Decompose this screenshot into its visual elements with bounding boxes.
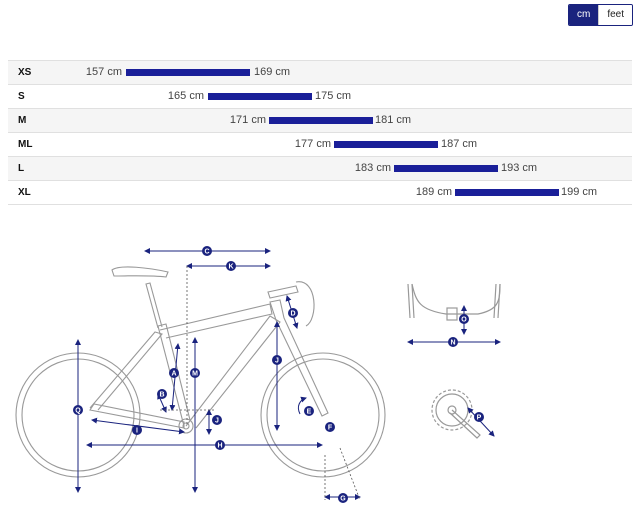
measurement-label-j: J	[212, 415, 222, 425]
rider-height-size-table: XS 157 cm 169 cm S 165 cm 175 cm M 171 c…	[8, 60, 632, 205]
svg-text:I: I	[136, 428, 138, 435]
measurement-label-k: J	[272, 355, 282, 365]
size-row-xl: XL 189 cm 199 cm	[8, 181, 632, 205]
size-max: 199 cm	[561, 186, 598, 198]
front-wheel-icon	[260, 352, 386, 478]
measurement-label-g: G	[338, 493, 348, 503]
measurement-label-c: C	[202, 246, 212, 256]
svg-text:J: J	[215, 418, 219, 425]
measurement-labels: C K D M A J B E Q J F I H G N O P	[73, 246, 484, 503]
size-min: 157 cm	[85, 66, 122, 78]
measurement-label-i: I	[132, 425, 142, 435]
size-range-bar	[334, 141, 438, 148]
measurement-label-n: N	[448, 337, 458, 347]
size-label: S	[18, 91, 25, 102]
size-max: 169 cm	[254, 66, 291, 78]
measurement-label-d: D	[288, 308, 298, 318]
size-range-bar	[208, 93, 312, 100]
size-min: 183 cm	[354, 162, 391, 174]
measurement-label-a: A	[169, 368, 179, 378]
size-row-s: S 165 cm 175 cm	[8, 85, 632, 109]
svg-text:D: D	[290, 311, 295, 318]
size-min: 165 cm	[167, 90, 204, 102]
svg-text:A: A	[171, 371, 176, 378]
svg-text:E: E	[307, 409, 312, 416]
unit-toggle: cm feet	[568, 4, 634, 26]
measurement-label-l: K	[226, 261, 236, 271]
svg-text:G: G	[340, 496, 346, 503]
measurement-label-q: Q	[73, 405, 83, 415]
size-label: M	[18, 115, 27, 126]
measurement-label-p: P	[474, 412, 484, 422]
size-label: L	[18, 163, 25, 174]
size-max: 181 cm	[375, 114, 412, 126]
svg-text:Q: Q	[75, 408, 81, 415]
measurement-label-f: F	[325, 422, 335, 432]
svg-text:M: M	[192, 371, 198, 378]
size-min: 171 cm	[229, 114, 266, 126]
unit-cm-button[interactable]: cm	[569, 5, 599, 25]
svg-text:N: N	[450, 340, 455, 347]
size-row-xs: XS 157 cm 169 cm	[8, 61, 632, 85]
size-range-bar	[126, 69, 250, 76]
chainring-icon	[431, 389, 481, 439]
svg-text:P: P	[477, 415, 482, 422]
size-label: XL	[18, 187, 31, 198]
size-min: 177 cm	[294, 138, 331, 150]
size-max: 187 cm	[441, 138, 478, 150]
measurement-label-b: B	[157, 389, 167, 399]
unit-feet-button[interactable]: feet	[598, 5, 633, 25]
measurement-label-o: O	[459, 314, 469, 324]
size-row-m: M 171 cm 181 cm	[8, 109, 632, 133]
svg-text:F: F	[328, 425, 333, 432]
dim-line-p	[467, 407, 495, 437]
size-label: ML	[18, 139, 33, 150]
size-max: 175 cm	[315, 90, 352, 102]
size-range-bar	[455, 189, 559, 196]
measurement-label-e: E	[304, 406, 314, 416]
dim-arc-e	[297, 396, 307, 415]
size-range-bar	[269, 117, 373, 124]
size-label: XS	[18, 67, 32, 78]
size-max: 193 cm	[501, 162, 538, 174]
svg-text:O: O	[461, 317, 467, 324]
measurement-label-h: H	[215, 440, 225, 450]
svg-text:C: C	[204, 249, 209, 256]
size-row-ml: ML 177 cm 187 cm	[8, 133, 632, 157]
size-row-l: L 183 cm 193 cm	[8, 157, 632, 181]
svg-text:K: K	[228, 264, 233, 271]
bike-geometry-diagram: C K D M A J B E Q J F I H G N O P	[0, 230, 640, 520]
svg-text:B: B	[159, 392, 164, 399]
svg-text:J: J	[275, 358, 279, 365]
handlebar-front-icon	[407, 283, 501, 321]
size-range-bar	[394, 165, 498, 172]
size-min: 189 cm	[415, 186, 452, 198]
svg-text:H: H	[217, 443, 222, 450]
measurement-label-m: M	[190, 368, 200, 378]
